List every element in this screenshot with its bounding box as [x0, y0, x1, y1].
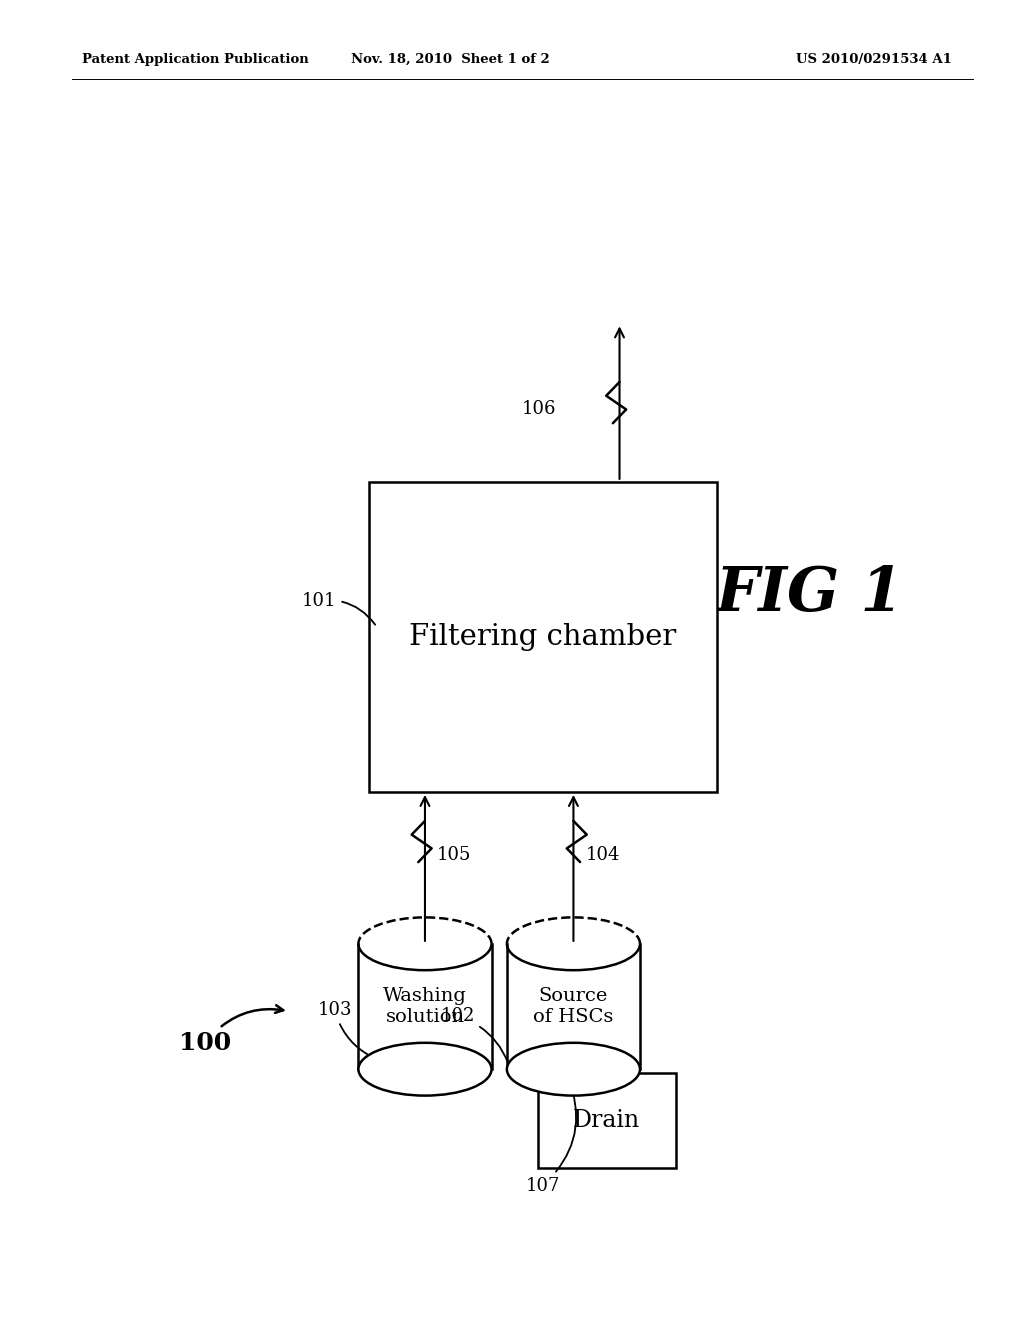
Text: 103: 103: [317, 1001, 376, 1059]
Text: US 2010/0291534 A1: US 2010/0291534 A1: [797, 53, 952, 66]
Bar: [538, 1073, 676, 1168]
Bar: [358, 944, 492, 1069]
Text: 100: 100: [179, 1006, 284, 1055]
Text: FIG 1: FIG 1: [715, 564, 903, 624]
Text: 102: 102: [440, 1007, 508, 1063]
Text: Patent Application Publication: Patent Application Publication: [82, 53, 308, 66]
Bar: [369, 482, 717, 792]
Text: 101: 101: [302, 591, 375, 624]
Text: 106: 106: [522, 400, 557, 418]
Text: Drain: Drain: [573, 1109, 640, 1133]
Text: 104: 104: [586, 846, 621, 865]
Ellipse shape: [358, 1043, 492, 1096]
Text: Source
of HSCs: Source of HSCs: [534, 987, 613, 1026]
Text: Filtering chamber: Filtering chamber: [410, 623, 676, 651]
Ellipse shape: [507, 1043, 640, 1096]
Bar: [507, 944, 640, 1069]
Text: 107: 107: [525, 1078, 577, 1195]
Text: Washing
solution: Washing solution: [383, 987, 467, 1026]
Text: 105: 105: [437, 846, 472, 865]
Text: Nov. 18, 2010  Sheet 1 of 2: Nov. 18, 2010 Sheet 1 of 2: [351, 53, 550, 66]
